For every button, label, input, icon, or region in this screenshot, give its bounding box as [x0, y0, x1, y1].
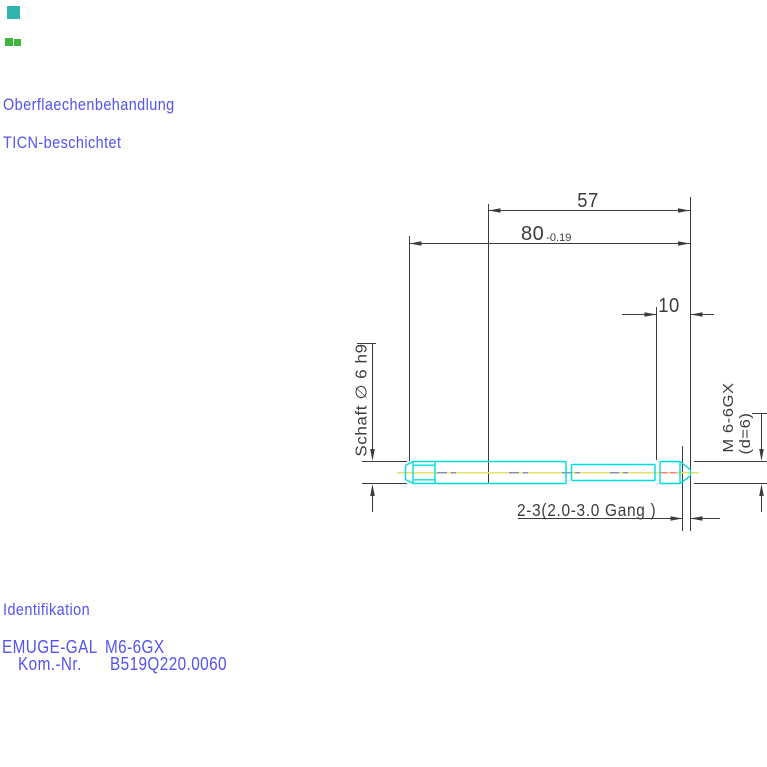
thread-diameter-note: (d=6): [737, 412, 754, 455]
tool-outline: [404, 460, 692, 485]
dim-chamfer-value: 2-3(2.0-3.0 Gang ): [517, 500, 657, 520]
order-number-value: B519Q220.0060: [110, 654, 227, 674]
surface-treatment-label: Oberflaechenbehandlung: [3, 95, 175, 114]
thread-size-label: M 6-6GX: [720, 382, 737, 453]
shank-diameter-label: Schaft ∅ 6 h9: [353, 343, 371, 457]
product-series: EMUGE-GAL: [2, 637, 98, 657]
dimension-arrowheads: [370, 208, 764, 521]
identification-label: Identifikation: [3, 600, 91, 619]
surface-treatment-value: TICN-beschichtet: [3, 133, 122, 152]
dimension-lines: [357, 197, 767, 531]
layer-mark-teal: [7, 6, 20, 19]
dim-80-value: 80 -0.19: [521, 224, 571, 244]
dim-80-number: 80: [521, 223, 545, 245]
dim-57-value: 57: [577, 190, 599, 212]
product-designation: M6-6GX: [105, 637, 165, 657]
order-number-label: Kom.-Nr.: [18, 654, 82, 674]
layer-mark-green-2: [14, 39, 21, 46]
dim-80-tolerance: -0.19: [546, 232, 572, 244]
layer-mark-green-1: [5, 38, 13, 46]
dim-10-value: 10: [658, 295, 680, 317]
